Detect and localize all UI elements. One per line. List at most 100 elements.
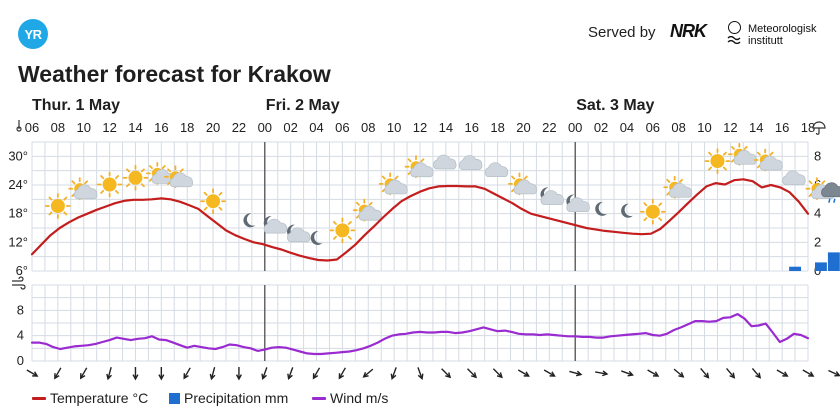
legend-swatch-wind: [312, 396, 326, 400]
moon-icon: [621, 203, 633, 218]
cloud-shape: [73, 184, 98, 200]
arrow-shaft: [441, 368, 451, 378]
hour-tick-label: 00: [258, 120, 272, 135]
cloud-shape: [821, 182, 840, 198]
sun-ray: [167, 168, 172, 173]
legend-wind-label: Wind m/s: [330, 390, 389, 406]
legend-precipitation-label: Precipitation mm: [184, 390, 289, 406]
nrk-logo[interactable]: NRK: [670, 21, 707, 41]
arrow-head: [390, 373, 397, 381]
sun-ray: [666, 178, 671, 183]
cloud-icon: [263, 218, 288, 234]
rain-drops: [828, 198, 836, 203]
hour-tick-label: 00: [568, 120, 582, 135]
temperature-tick-label: 6°: [16, 263, 28, 278]
cloud-shape: [263, 218, 288, 234]
cloud-icon: [566, 197, 590, 213]
wind-direction-arrow: [569, 370, 583, 377]
yr-logo[interactable]: YR: [18, 19, 48, 49]
cloud-shape: [433, 154, 457, 170]
wind-direction-arrow: [54, 367, 62, 380]
arrow-head: [158, 374, 165, 381]
arrow-shaft: [363, 368, 374, 378]
wind-direction-arrow: [26, 369, 39, 377]
series-lines: [30, 178, 810, 356]
arrow-shaft: [80, 367, 88, 379]
sun-ray: [821, 180, 826, 185]
cloud-icon: [410, 162, 434, 178]
cloud-shape: [384, 179, 408, 195]
sun-ray: [63, 196, 68, 201]
sun-disc: [710, 154, 725, 169]
sun-ray: [84, 180, 89, 185]
cloud-icon: [484, 162, 509, 177]
hour-tick-label: 02: [283, 120, 297, 135]
arrow-shaft: [338, 367, 347, 379]
arrow-head: [678, 371, 685, 378]
arrow-head: [782, 371, 789, 377]
moon-shape: [310, 230, 323, 245]
arrow-head: [575, 370, 583, 377]
sun-ray: [71, 180, 76, 185]
arrow-head: [312, 373, 319, 380]
hour-tick-label: 20: [206, 120, 220, 135]
served-by-label: Served by: [588, 24, 656, 41]
arrow-head: [729, 372, 736, 379]
sun-icon: [329, 217, 356, 244]
cloud-shape: [484, 162, 509, 177]
sun-disc: [102, 177, 117, 192]
hour-tick-label: 12: [413, 120, 427, 135]
wind-direction-arrows: [26, 367, 840, 381]
hour-tick-label: 22: [232, 120, 246, 135]
hour-tick-label: 14: [439, 120, 453, 135]
cloud-shape: [759, 155, 783, 171]
arrow-shaft: [700, 367, 709, 379]
sun-ray: [149, 165, 153, 169]
met-logo[interactable]: Meteorologisk institutt: [748, 23, 816, 47]
arrow-shaft: [595, 371, 608, 375]
cloud-icon: [540, 190, 564, 205]
hour-tick-label: 06: [25, 120, 39, 135]
hour-tick-label: 14: [749, 120, 763, 135]
sun-ray: [708, 166, 713, 171]
wind-direction-arrow: [517, 369, 530, 377]
cloud-shape: [782, 170, 806, 186]
arrow-head: [338, 373, 345, 380]
moon-icon: [595, 201, 608, 216]
wind-direction-arrow: [828, 369, 840, 377]
arrow-head: [132, 374, 139, 381]
sun-disc: [645, 204, 660, 219]
wind-direction-arrow: [235, 367, 242, 381]
arrow-head: [106, 373, 113, 381]
arrow-shaft: [210, 367, 216, 379]
temperature-tick-label: 24°: [8, 177, 28, 192]
sun-ray: [394, 175, 399, 180]
arrow-shaft: [726, 367, 735, 379]
cloud-shape: [287, 227, 311, 243]
wind-direction-arrow: [417, 367, 424, 381]
sun-ray: [126, 168, 131, 173]
wind-direction-arrow: [466, 368, 478, 379]
moon-shape: [595, 201, 608, 216]
wind-direction-arrow: [751, 367, 762, 379]
wind-direction-arrow: [312, 367, 321, 380]
met-logo-icon: [728, 21, 741, 34]
sun-ray: [140, 183, 145, 188]
sun-ray: [420, 158, 425, 163]
arrow-head: [652, 371, 660, 377]
arrow-head: [362, 371, 369, 378]
cloud-shape: [410, 162, 434, 178]
sun-icon: [704, 148, 731, 174]
sun-ray: [48, 196, 53, 201]
cloud-icon: [782, 170, 806, 186]
sun-ray: [100, 189, 105, 194]
arrow-head: [80, 373, 86, 380]
precipitation-bar: [789, 266, 802, 271]
wind-direction-arrow: [390, 367, 397, 381]
temperature-tick-label: 12°: [8, 234, 28, 249]
sun-ray: [48, 211, 53, 216]
arrow-shaft: [391, 367, 397, 379]
grid: [31, 141, 809, 362]
legend-precipitation: Precipitation mm: [169, 390, 288, 406]
